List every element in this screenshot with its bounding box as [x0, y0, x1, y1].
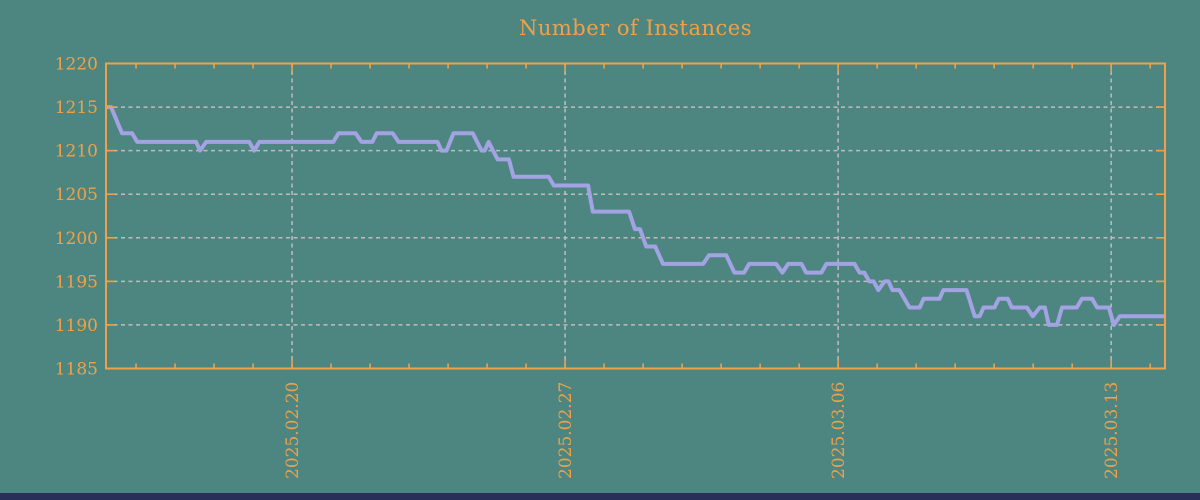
chart-title: Number of Instances [518, 16, 753, 40]
y-tick-label: 1200 [55, 229, 98, 249]
y-tick-label: 1185 [55, 360, 98, 380]
bottom-bar [0, 493, 1200, 500]
x-tick-label: 2025.02.27 [556, 382, 576, 479]
y-tick-label: 1195 [55, 272, 98, 292]
y-tick-label: 1205 [55, 185, 98, 205]
y-tick-label: 1220 [55, 55, 98, 75]
y-tick-label: 1190 [55, 316, 98, 336]
y-tick-label: 1215 [55, 98, 98, 118]
plot-border [105, 62, 1166, 370]
y-tick-label: 1210 [55, 142, 98, 162]
x-tick-label: 2025.03.13 [1102, 382, 1122, 479]
x-tick-label: 2025.02.20 [283, 382, 303, 479]
data-series-line [106, 105, 1165, 327]
x-tick-label: 2025.03.06 [829, 382, 849, 479]
